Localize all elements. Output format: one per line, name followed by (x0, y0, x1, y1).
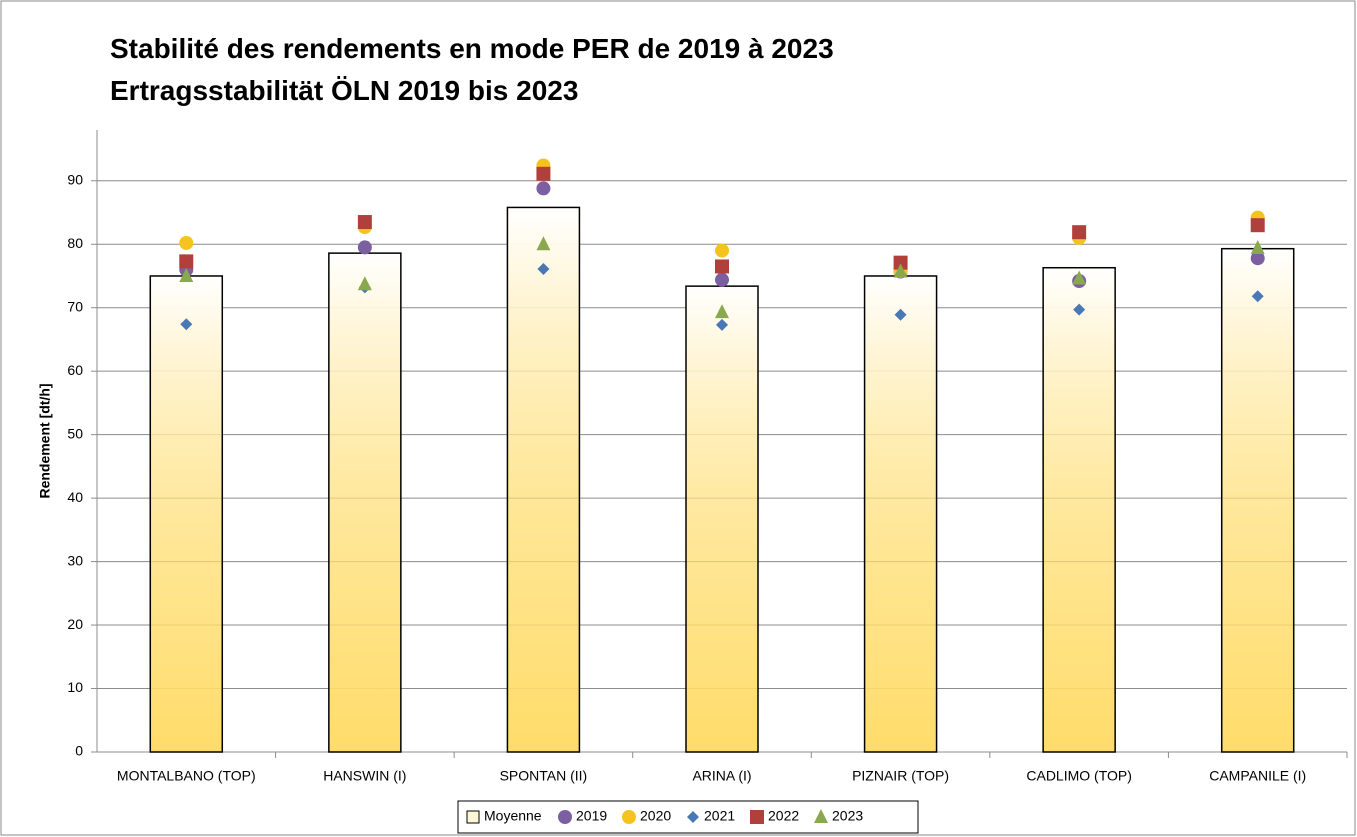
y-tick-label: 40 (67, 489, 83, 505)
point (536, 181, 551, 196)
bar (328, 252, 402, 753)
point (1072, 225, 1087, 240)
chart-title: Stabilité des rendements en mode PER de … (110, 33, 834, 64)
x-tick-label: CAMPANILE (I) (1209, 768, 1306, 784)
legend-label: 2020 (640, 808, 671, 824)
x-tick-label: CADLIMO (TOP) (1026, 768, 1132, 784)
point (1250, 240, 1265, 255)
point (715, 259, 729, 274)
point (1250, 251, 1265, 266)
point (715, 304, 729, 319)
chart-subtitle: Ertragsstabilität ÖLN 2019 bis 2023 (110, 75, 578, 106)
legend-swatch (687, 811, 699, 823)
point (893, 255, 908, 270)
y-tick-label: 50 (67, 425, 83, 441)
legend-label: Moyenne (484, 808, 542, 824)
bar (685, 285, 759, 753)
legend-label: 2022 (768, 808, 799, 824)
point (179, 235, 194, 250)
y-tick-label: 0 (75, 743, 83, 759)
y-tick-label: 80 (67, 235, 83, 251)
point (716, 318, 728, 331)
point (179, 254, 194, 269)
legend-swatch (622, 810, 636, 824)
point (536, 236, 551, 251)
point (893, 263, 908, 278)
y-tick-label: 60 (67, 362, 83, 378)
y-tick-label: 10 (67, 679, 83, 695)
bar (149, 275, 224, 753)
y-tick-label: 20 (67, 616, 83, 632)
x-tick-label: ARINA (I) (692, 768, 751, 784)
x-tick-label: HANSWIN (I) (323, 768, 406, 784)
legend-swatch (558, 810, 572, 824)
point (715, 272, 729, 287)
point (1250, 218, 1265, 233)
y-tick-label: 90 (67, 171, 83, 187)
point (715, 243, 729, 258)
legend-swatch (814, 809, 828, 823)
y-tick-label: 30 (67, 552, 83, 568)
point (1073, 303, 1086, 316)
y-tick-label: 70 (67, 298, 83, 314)
point (894, 308, 907, 321)
y-axis-label: Rendement [dt/h] (37, 383, 53, 498)
bar (863, 275, 938, 753)
point (536, 166, 551, 181)
point (1251, 290, 1264, 303)
x-tick-label: MONTALBANO (TOP) (117, 768, 256, 784)
legend-label: 2021 (704, 808, 735, 824)
legend-label: 2019 (576, 808, 607, 824)
point (537, 262, 550, 275)
bar (1042, 266, 1116, 753)
point (180, 318, 193, 331)
point (179, 267, 194, 282)
point (357, 215, 372, 230)
legend-label: 2023 (832, 808, 863, 824)
x-tick-label: SPONTAN (II) (500, 768, 588, 784)
point (1072, 270, 1087, 285)
point (357, 240, 372, 255)
x-tick-label: PIZNAIR (TOP) (852, 768, 949, 784)
legend-swatch (750, 810, 764, 824)
legend-swatch (466, 810, 480, 824)
bar (1220, 247, 1295, 753)
bar (506, 206, 581, 753)
point (357, 276, 372, 291)
